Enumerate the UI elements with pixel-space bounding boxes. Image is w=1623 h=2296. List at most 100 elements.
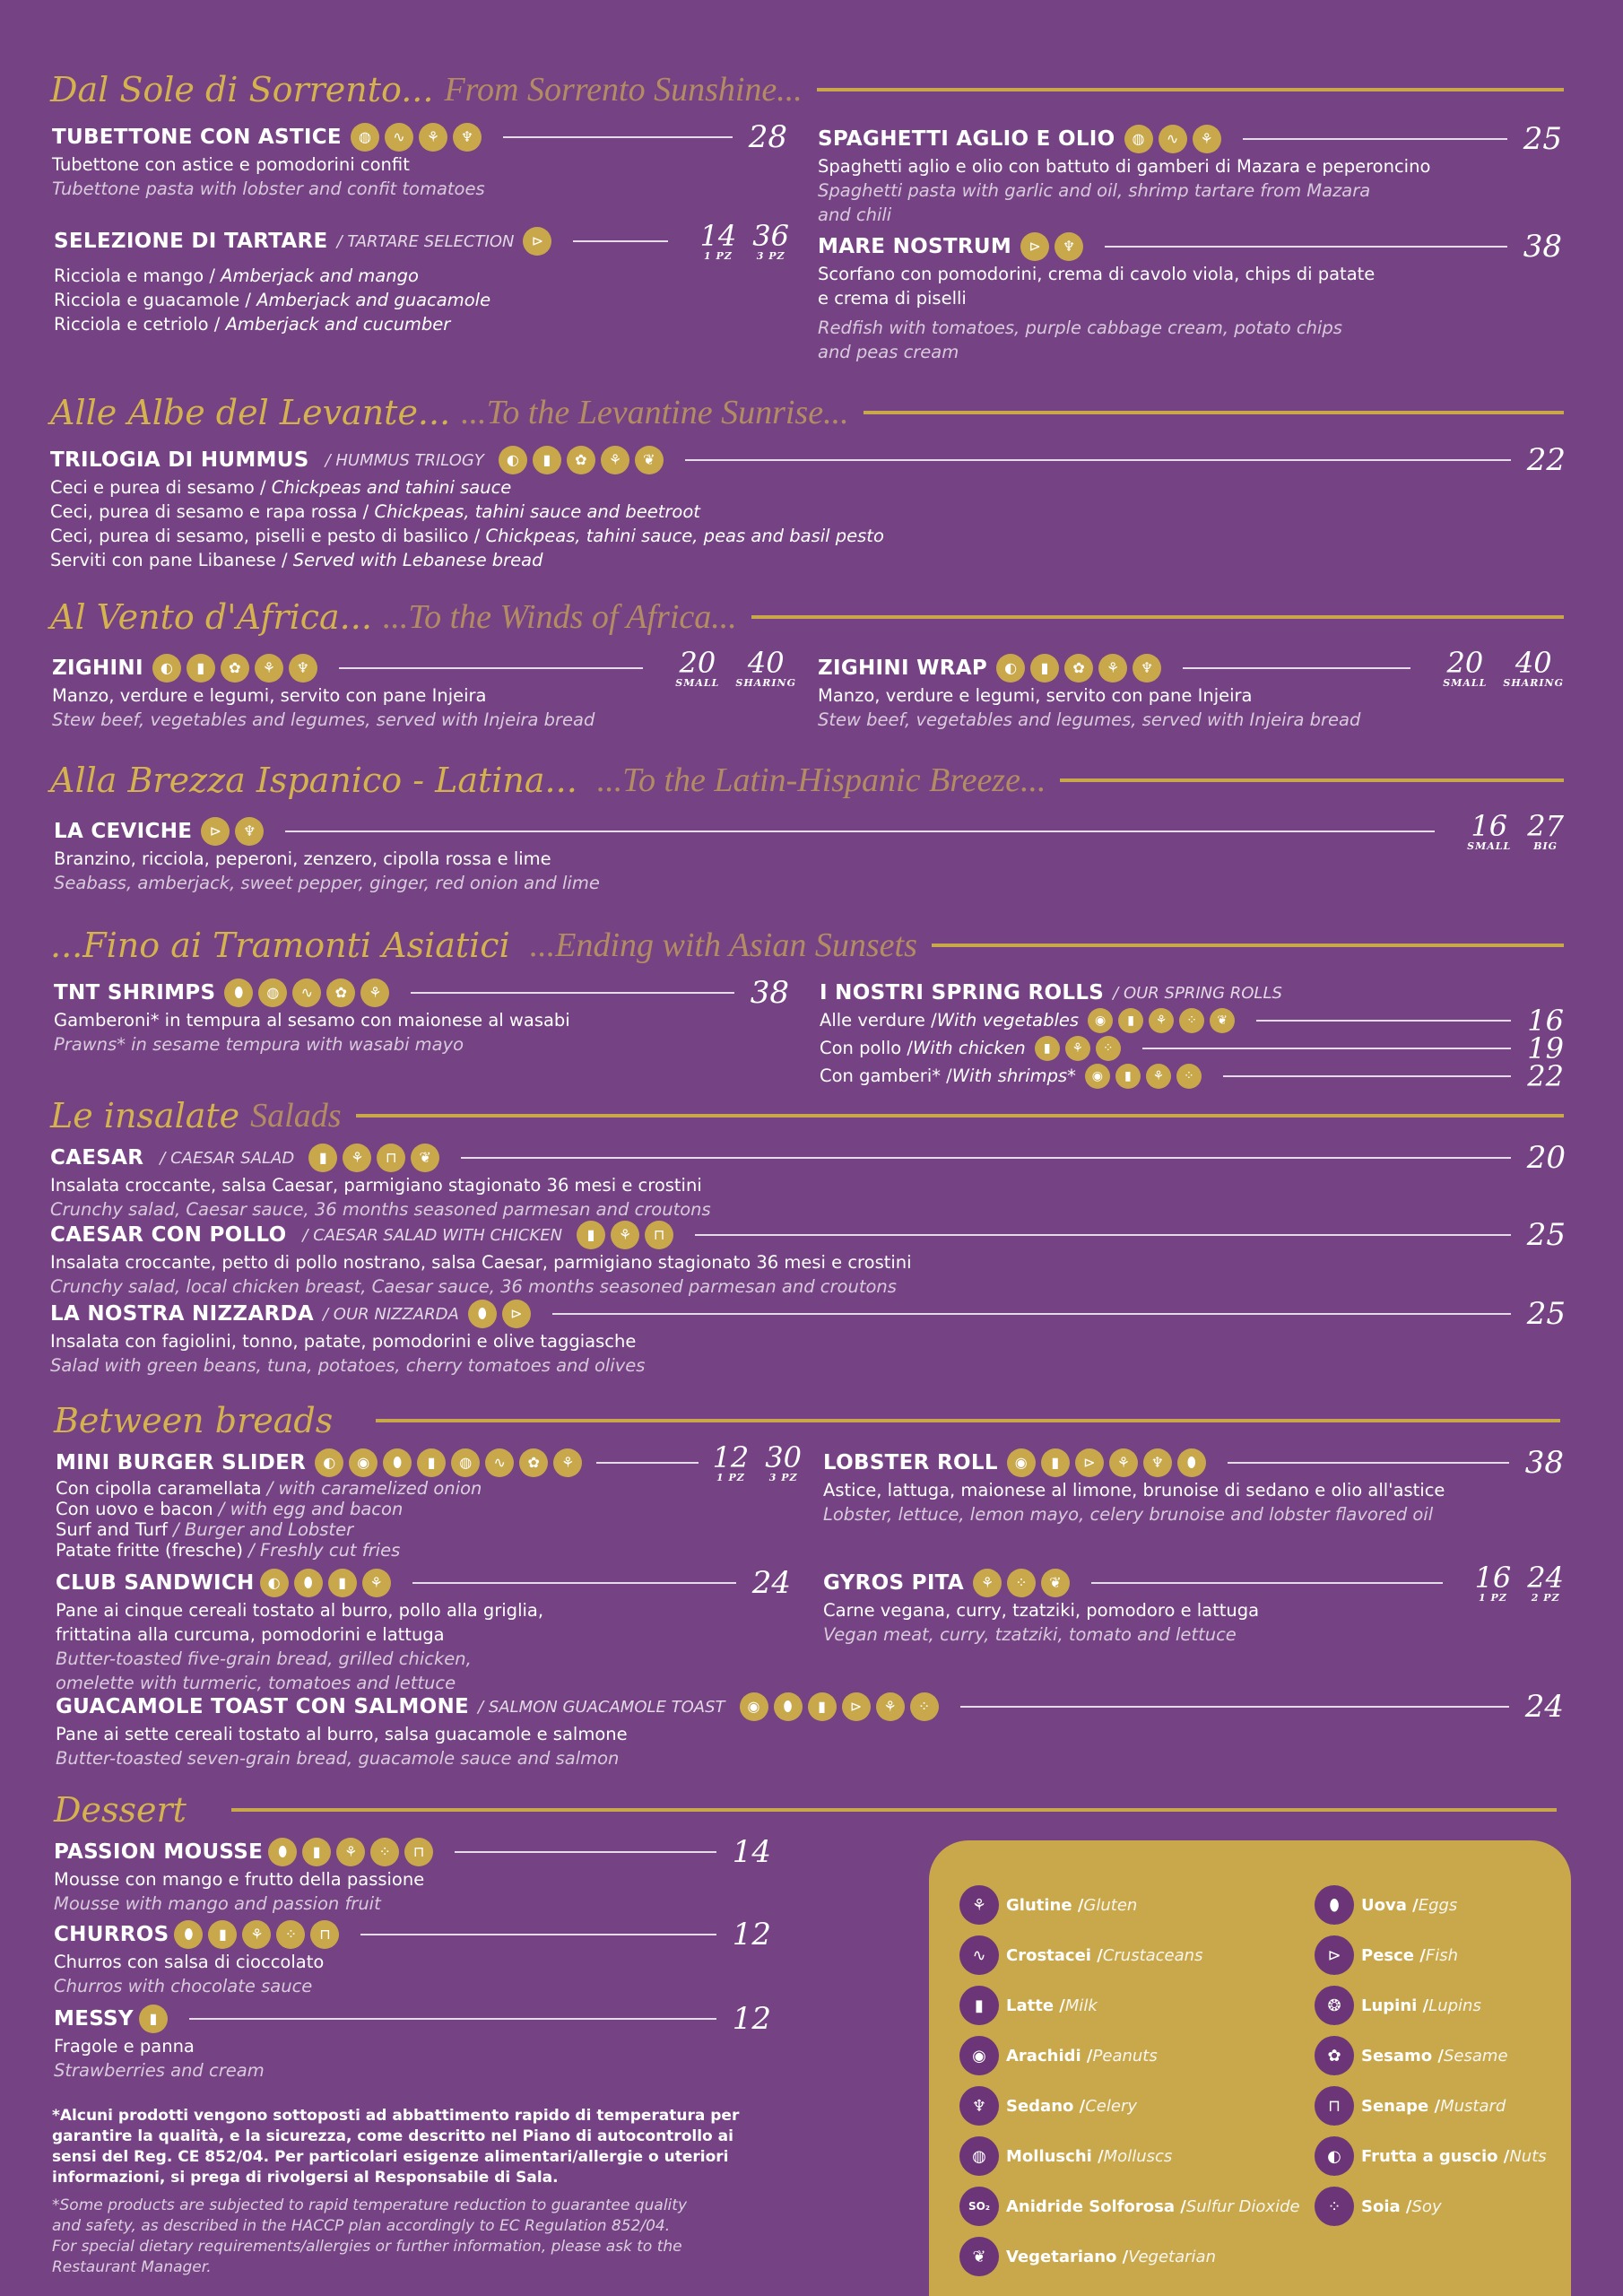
vegetarian-icon: ❦: [1040, 1569, 1070, 1597]
item-subtitle: / HUMMUS TRILOGY: [325, 450, 484, 470]
section-rule: [863, 411, 1564, 414]
dual-price: 16 SMALL 27 BIG: [1451, 812, 1564, 852]
item-name: GYROS PITA: [823, 1571, 964, 1595]
celery-icon: ♆: [452, 123, 482, 152]
item-price: 20: [1526, 1140, 1566, 1176]
soy-icon: ⁘: [1179, 1007, 1205, 1033]
crustacean-icon: ∿: [485, 1448, 515, 1477]
price-leader: [285, 831, 1436, 832]
nut-icon: ◐: [152, 654, 181, 683]
item-description: e crema di piselli: [818, 288, 967, 309]
price-2-label: SHARING: [1503, 676, 1564, 689]
price-leader: [1242, 138, 1507, 140]
item-description-en: omelette with turmeric, tomatoes and let…: [56, 1673, 456, 1693]
option-en: Amberjack and guacamole: [256, 290, 491, 310]
item-description: Astice, lattuga, maionese al limone, bru…: [823, 1480, 1445, 1500]
item-description: Manzo, verdure e legumi, servito con pan…: [52, 685, 487, 706]
price-leader: [573, 240, 668, 242]
option-it: Ceci, purea di sesamo e rapa rossa /: [50, 501, 375, 522]
section-header-sorrento: Dal Sole di Sorrento... From Sorrento Su…: [50, 70, 1564, 109]
item-description: frittatina alla curcuma, pomodorini e la…: [56, 1624, 445, 1645]
item-description-en: Tubettone pasta with lobster and confit …: [52, 178, 485, 199]
mustard-icon: ⊓: [645, 1221, 674, 1249]
section-title-en: From Sorrento Sunshine...: [444, 71, 803, 109]
crustacean-icon: ∿: [959, 1935, 999, 1975]
legend-item-vegetarian: ❦ Vegetariano / Vegetarian: [959, 2237, 1216, 2276]
item-description: Insalata croccante, petto di pollo nostr…: [50, 1252, 912, 1273]
menu-item-mini-burger: MINI BURGER SLIDER ◐ ◉ ⬮ ▮ ◍ ∿ ✿ ⚘ 12 1 P…: [56, 1443, 802, 1561]
item-description-en: Salad with green beans, tuna, potatoes, …: [50, 1355, 646, 1376]
section-title: Al Vento d'Africa...: [50, 597, 372, 637]
gluten-icon: ⚘: [1108, 1448, 1138, 1477]
option-row: Ricciola e cetriolo / Amberjack and cucu…: [54, 312, 789, 336]
egg-icon: ⬮: [383, 1448, 412, 1477]
milk-icon: ▮: [327, 1569, 357, 1597]
price-leader: [695, 1234, 1511, 1236]
allergen-icons: ⬮ ▮ ⚘ ⁘ ⊓: [174, 1920, 344, 1949]
menu-item-churros: CHURROS ⬮ ▮ ⚘ ⁘ ⊓ 12 Churros con salsa d…: [54, 1917, 771, 1998]
option-it: Ricciola e mango /: [54, 265, 221, 286]
menu-item-spaghetti: SPAGHETTI AGLIO E OLIO ◍ ∿ ⚘ 25 Spaghett…: [818, 121, 1562, 227]
allergen-icons: ⬮ ▮ ⚘ ⁘ ⊓: [268, 1838, 438, 1866]
section-header-between-breads: Between breads: [54, 1401, 1560, 1440]
option-en: Chickpeas and tahini sauce: [271, 477, 512, 498]
item-description: Churros con salsa di cioccolato: [54, 1952, 325, 1972]
price-leader: [188, 2018, 716, 2020]
price-leader: [596, 1462, 699, 1464]
egg-icon: ⬮: [268, 1838, 298, 1866]
peanut-icon: ◉: [1084, 1063, 1110, 1089]
item-name: CAESAR: [50, 1146, 144, 1170]
section-rule: [816, 88, 1564, 91]
price-1-label: 1 PZ: [716, 1471, 745, 1483]
section-title-en: ...To the Latin-Hispanic Breeze...: [596, 761, 1046, 799]
option-it: Ceci, purea di sesamo, piselli e pesto d…: [50, 526, 486, 546]
section-rule: [931, 944, 1564, 947]
dual-price: 16 1 PZ 24 2 PZ: [1459, 1563, 1564, 1604]
soy-icon: ⁘: [909, 1692, 939, 1721]
sesame-icon: ✿: [220, 654, 249, 683]
option-it: Patate fritte (fresche): [56, 1540, 249, 1561]
item-price: 12: [732, 1917, 771, 1952]
option-row: Con uovo e bacon / with egg and bacon: [56, 1499, 802, 1519]
menu-item-zighini: ZIGHINI ◐ ▮ ✿ ⚘ ♆ 20 SMALL 40 SHARING Manz…: [52, 648, 796, 732]
nut-icon: ◐: [259, 1569, 289, 1597]
allergen-note-it: *Alcuni prodotti vengono sottoposti ad a…: [52, 2106, 739, 2188]
price-2-label: SHARING: [735, 676, 796, 689]
option-row: Ceci, purea di sesamo, piselli e pesto d…: [50, 524, 1566, 548]
allergen-icons: ◉ ▮ ⚘ ⁘ ❦: [1088, 1007, 1240, 1033]
peanut-icon: ◉: [349, 1448, 378, 1477]
item-subtitle: / TARTARE SELECTION: [336, 231, 515, 251]
allergen-icons: ⊳ ♆: [1020, 232, 1089, 261]
section-header-dessert: Dessert: [54, 1790, 1557, 1830]
item-description: Gamberoni* in tempura al sesamo con maio…: [54, 1010, 570, 1031]
item-description-en: Churros with chocolate sauce: [54, 1976, 313, 1996]
price-leader: [684, 459, 1511, 461]
item-name: SPAGHETTI AGLIO E OLIO: [818, 127, 1115, 151]
dual-price: 20 SMALL 40 SHARING: [1427, 648, 1564, 689]
item-description-en: and chili: [818, 204, 892, 225]
item-name: TUBETTONE CON ASTICE: [52, 126, 342, 149]
item-name: CAESAR CON POLLO: [50, 1223, 287, 1247]
item-name: GUACAMOLE TOAST CON SALMONE: [56, 1695, 470, 1718]
fish-icon: ⊳: [841, 1692, 871, 1721]
gluten-icon: ⚘: [875, 1692, 905, 1721]
menu-item-tnt-shrimps: TNT SHRIMPS ⬮ ◍ ∿ ✿ ⚘ 38 Gamberoni* in t…: [54, 975, 789, 1057]
note-line: For special dietary requirements/allergi…: [52, 2238, 682, 2256]
price-2: 24: [1527, 1560, 1564, 1595]
gluten-icon: ⚘: [611, 1221, 640, 1249]
allergen-icons: ⬮ ◍ ∿ ✿ ⚘: [224, 978, 395, 1007]
price-leader: [1227, 1462, 1509, 1464]
milk-icon: ▮: [1040, 1448, 1070, 1477]
item-name: PASSION MOUSSE: [54, 1840, 264, 1864]
price-2: 36: [752, 218, 789, 253]
celery-icon: ♆: [959, 2086, 999, 2126]
crustacean-icon: ∿: [384, 123, 413, 152]
item-description-en: Lobster, lettuce, lemon mayo, celery bru…: [823, 1504, 1434, 1525]
option-price: 19: [1527, 1031, 1564, 1065]
sesame-icon: ✿: [1064, 654, 1094, 683]
menu-item-caesar: CAESAR / CAESAR SALAD ▮ ⚘ ⊓ ❦ 20 Insalat…: [50, 1140, 1566, 1222]
peanut-icon: ◉: [739, 1692, 768, 1721]
option-row: Ceci e purea di sesamo / Chickpeas and t…: [50, 475, 1566, 500]
section-rule: [230, 1808, 1557, 1812]
option-it: Con pollo /: [820, 1038, 913, 1058]
